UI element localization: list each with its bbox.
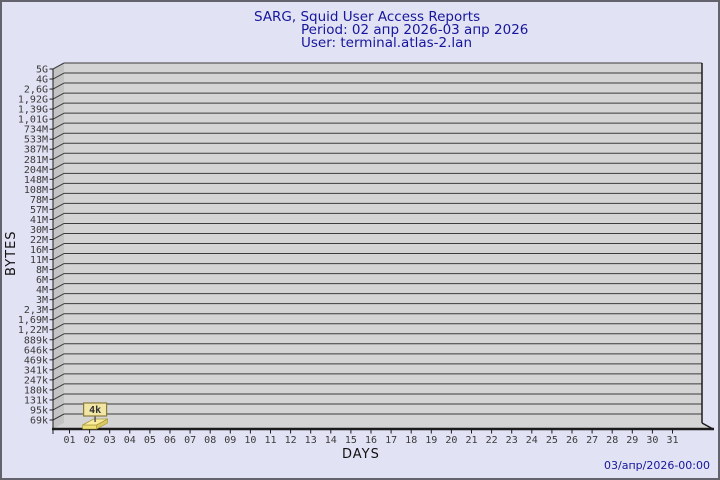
svg-text:23: 23 <box>506 435 518 446</box>
svg-text:387M: 387M <box>24 145 48 156</box>
svg-text:131k: 131k <box>24 395 48 406</box>
chart-user: User: terminal.atlas-2.lan <box>301 35 473 51</box>
svg-text:57M: 57M <box>30 205 48 216</box>
svg-text:30: 30 <box>646 435 658 446</box>
svg-text:734M: 734M <box>24 125 48 136</box>
svg-text:22: 22 <box>486 435 498 446</box>
svg-text:4k: 4k <box>89 405 101 416</box>
svg-text:26: 26 <box>566 435 578 446</box>
svg-text:15: 15 <box>345 435 357 446</box>
svg-text:01: 01 <box>63 435 75 446</box>
svg-text:69k: 69k <box>30 416 48 427</box>
svg-text:12: 12 <box>285 435 297 446</box>
svg-text:06: 06 <box>164 435 176 446</box>
svg-text:1,01G: 1,01G <box>18 115 48 126</box>
svg-text:08: 08 <box>204 435 216 446</box>
svg-text:30M: 30M <box>30 225 48 236</box>
report-timestamp: 03/апр/2026-00:00 <box>604 459 710 472</box>
svg-text:16M: 16M <box>30 245 48 256</box>
chart-title: SARG, Squid User Access Reports <box>254 9 481 25</box>
gridlines <box>64 62 702 415</box>
svg-text:646k: 646k <box>24 345 48 356</box>
svg-text:09: 09 <box>224 435 236 446</box>
svg-text:5G: 5G <box>36 65 48 76</box>
svg-text:4G: 4G <box>36 75 48 86</box>
svg-text:95k: 95k <box>30 405 48 416</box>
svg-text:533M: 533M <box>24 135 48 146</box>
svg-text:10: 10 <box>244 435 256 446</box>
svg-text:2,3M: 2,3M <box>24 305 48 316</box>
axis-frame <box>52 63 714 434</box>
svg-text:03: 03 <box>104 435 116 446</box>
svg-text:11: 11 <box>264 435 276 446</box>
chart-period: Period: 02 апр 2026-03 апр 2026 <box>301 22 529 38</box>
svg-text:19: 19 <box>425 435 437 446</box>
svg-text:31: 31 <box>666 435 678 446</box>
svg-text:204M: 204M <box>24 165 48 176</box>
svg-text:25: 25 <box>546 435 558 446</box>
svg-text:6M: 6M <box>36 275 48 286</box>
svg-text:28: 28 <box>606 435 618 446</box>
svg-text:469k: 469k <box>24 355 48 366</box>
svg-text:16: 16 <box>365 435 377 446</box>
svg-text:07: 07 <box>184 435 196 446</box>
y-tick-labels: 5G4G2,6G1,92G1,39G1,01G734M533M387M281M2… <box>18 65 48 427</box>
svg-text:1,39G: 1,39G <box>18 105 48 116</box>
svg-text:108M: 108M <box>24 185 48 196</box>
svg-text:14: 14 <box>325 435 337 446</box>
svg-text:78M: 78M <box>30 195 48 206</box>
svg-text:13: 13 <box>305 435 317 446</box>
svg-text:1,92G: 1,92G <box>18 95 48 106</box>
x-tick-labels: 01 02 03 04 05 06 07 08 09 10 11 12 13 14 15 16 17 18 19 20… <box>63 429 679 446</box>
svg-text:8M: 8M <box>36 265 48 276</box>
svg-text:22M: 22M <box>30 235 48 246</box>
svg-text:247k: 247k <box>24 375 48 386</box>
svg-text:341k: 341k <box>24 365 48 376</box>
svg-text:05: 05 <box>144 435 156 446</box>
svg-text:21: 21 <box>465 435 477 446</box>
svg-text:148M: 148M <box>24 175 48 186</box>
svg-text:889k: 889k <box>24 335 48 346</box>
svg-text:24: 24 <box>526 435 538 446</box>
svg-text:02: 02 <box>84 435 96 446</box>
plot-area <box>64 63 702 423</box>
svg-text:281M: 281M <box>24 155 48 166</box>
svg-text:180k: 180k <box>24 385 48 396</box>
svg-text:41M: 41M <box>30 215 48 226</box>
svg-text:17: 17 <box>385 435 397 446</box>
svg-text:20: 20 <box>445 435 457 446</box>
wall-diagonals <box>49 62 65 421</box>
svg-text:4M: 4M <box>36 285 48 296</box>
svg-text:27: 27 <box>586 435 598 446</box>
svg-text:04: 04 <box>124 435 136 446</box>
value-callout: 4k <box>82 402 108 422</box>
svg-text:1,69M: 1,69M <box>18 315 48 326</box>
svg-text:3M: 3M <box>36 295 48 306</box>
svg-text:29: 29 <box>626 435 638 446</box>
floor <box>53 423 713 429</box>
svg-text:11M: 11M <box>30 255 48 266</box>
svg-text:2,6G: 2,6G <box>24 85 48 96</box>
svg-text:18: 18 <box>405 435 417 446</box>
x-axis-title: DAYS <box>342 447 380 462</box>
svg-text:1,22M: 1,22M <box>18 325 48 336</box>
